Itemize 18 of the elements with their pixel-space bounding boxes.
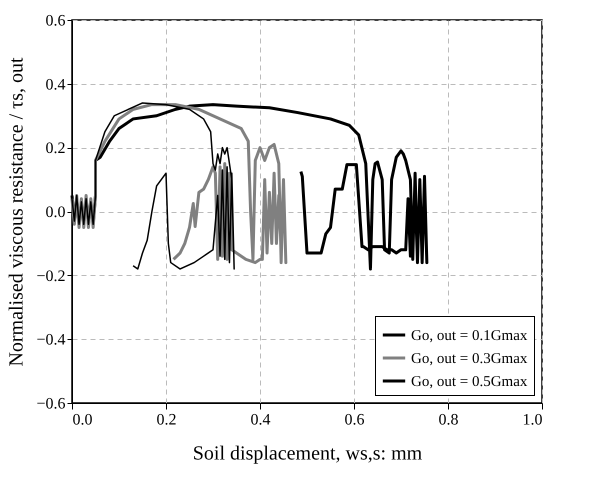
x-tick-label: 0.0 [72,412,92,428]
x-axis-title: Soil displacement, ws,s: mm [192,442,423,464]
y-tick-label: −0.2 [36,268,66,285]
y-tick-label: −0.6 [36,396,66,412]
x-tick-label: 0.4 [250,412,270,428]
y-tick-label: 0.4 [46,76,66,94]
y-axis-title: Normalised viscous resistance / τs, out [5,57,28,367]
legend-label: Go, out = 0.3Gmax [411,351,528,367]
y-tick-label: −0.4 [36,332,66,349]
y-tick-label: 0.6 [46,12,66,30]
x-tick-label: 0.6 [344,412,364,428]
x-tick-label: 0.8 [438,412,458,428]
x-tick-label: 0.2 [156,412,176,428]
legend-label: Go, out = 0.1Gmax [411,328,528,344]
y-tick-label: 0.0 [46,204,66,221]
legend-label: Go, out = 0.5Gmax [411,374,528,390]
x-tick-label: 1.0 [522,412,542,428]
y-tick-label: 0.2 [46,140,66,158]
